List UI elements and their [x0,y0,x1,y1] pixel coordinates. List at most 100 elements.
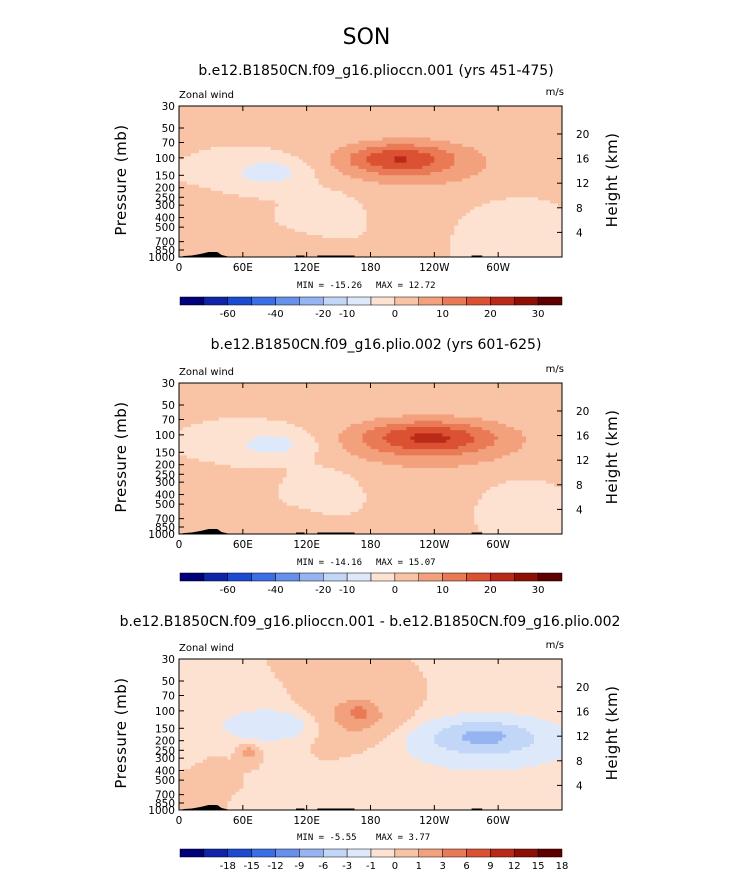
field-cell [362,216,368,220]
field-cell [330,241,336,246]
field-cell [518,194,523,198]
field-cell [254,247,260,252]
field-cell [454,241,459,246]
field-cell [182,389,188,394]
field-cell [186,140,192,145]
field-cell [414,209,419,214]
field-cell [542,162,547,167]
field-cell [518,175,523,179]
field-cell [478,212,483,217]
field-cell [190,137,196,142]
field-cell [242,222,248,227]
field-cell [358,162,364,167]
field-cell [382,216,388,220]
field-cell [558,131,562,135]
field-cell [262,140,268,145]
field-cell [198,455,204,460]
field-cell [350,181,356,186]
field-cell [474,137,479,142]
field-cell [430,121,435,126]
field-cell [502,131,507,135]
field-cell [374,137,380,142]
field-cell [438,143,443,148]
field-cell [294,140,300,145]
field-cell [326,244,332,249]
field-cell [250,172,256,176]
field-cell [382,231,388,236]
field-cell [502,212,507,217]
field-cell [194,395,200,400]
field-cell [486,109,491,113]
field-cell [474,200,479,205]
field-cell [290,140,296,145]
field-cell [454,200,459,205]
field-cell [498,222,503,227]
field-cell [386,253,392,257]
field-cell [382,200,388,205]
field-cell [190,436,196,441]
field-cell [346,206,352,211]
field-cell [558,247,562,252]
field-cell [494,175,499,179]
field-cell [422,124,427,129]
field-cell [458,172,463,176]
field-cell [194,458,200,463]
field-cell [310,121,316,126]
height-tick-label: 12 [576,178,589,190]
field-cell [342,222,348,227]
field-cell [478,203,483,208]
field-cell [230,115,236,120]
field-cell [450,131,455,135]
field-cell [210,153,216,157]
field-cell [310,190,316,195]
field-cell [274,165,280,170]
field-cell [338,153,344,157]
field-cell [318,109,324,113]
field-cell [346,106,352,110]
field-cell [286,206,292,211]
field-cell [530,219,535,223]
field-cell [554,187,559,192]
field-cell [550,131,555,135]
field-cell [502,150,507,154]
field-cell [494,128,499,132]
field-cell [179,489,184,494]
field-cell [190,175,196,179]
field-cell [186,162,192,167]
field-cell [182,401,188,406]
field-cell [394,134,400,139]
field-cell [542,137,547,142]
field-cell [494,165,499,170]
field-cell [310,172,316,176]
field-cell [358,194,364,198]
field-cell [234,175,240,179]
field-cell [270,181,276,186]
field-cell [506,159,511,164]
field-cell [390,253,396,257]
field-cell [218,212,224,217]
field-cell [354,225,360,230]
field-cell [522,165,527,170]
field-cell [394,250,400,255]
field-cell [442,197,447,201]
field-cell [186,414,192,419]
field-cell [282,225,288,230]
field-cell [382,172,388,176]
field-cell [179,505,184,510]
field-cell [218,172,224,176]
field-cell [446,216,451,220]
field-cell [482,203,487,208]
field-cell [198,499,204,504]
field-cell [294,146,300,151]
field-cell [286,165,292,170]
field-cell [322,143,328,148]
field-cell [434,247,439,252]
field-cell [190,477,196,482]
field-cell [186,405,192,409]
field-cell [450,253,455,257]
field-cell [274,159,280,164]
field-cell [530,241,535,246]
field-cell [326,231,332,236]
field-cell [350,228,356,233]
field-cell [430,209,435,214]
